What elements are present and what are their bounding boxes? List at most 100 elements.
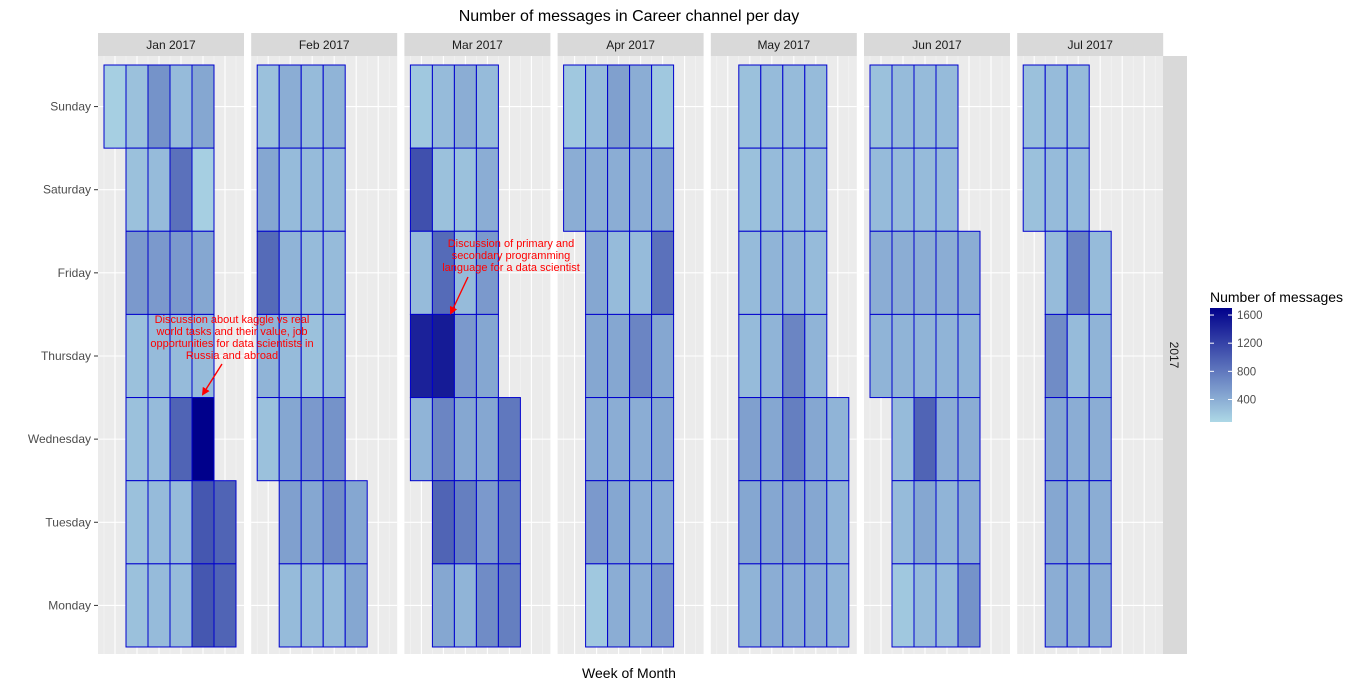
y-tick-label: Wednesday	[28, 432, 91, 446]
heatmap-cell	[475, 397, 499, 482]
heatmap-cell	[607, 480, 631, 565]
heatmap-cell	[475, 563, 499, 648]
heatmap-cell	[1044, 397, 1068, 482]
heatmap-cell	[782, 563, 806, 648]
heatmap-cell	[322, 147, 346, 232]
strip-background	[251, 33, 398, 56]
heatmap-cell	[169, 230, 193, 315]
heatmap-cell	[760, 313, 784, 399]
heatmap-cell	[431, 313, 455, 399]
y-tick-label: Friday	[58, 266, 91, 280]
heatmap-cell	[607, 230, 631, 315]
heatmap-cell	[147, 147, 171, 232]
heatmap-cell	[913, 230, 937, 315]
heatmap-cell	[453, 64, 477, 149]
heatmap-cell	[300, 147, 324, 232]
strip-may-2017: May 2017	[710, 33, 857, 56]
annotation-text: Discussion of primary and	[448, 238, 575, 250]
heatmap-cell	[169, 64, 193, 149]
heatmap-cell	[169, 563, 193, 648]
heatmap-cell	[760, 147, 784, 232]
heatmap-cell	[782, 230, 806, 315]
heatmap-cell	[869, 64, 893, 149]
heatmap-cell	[738, 313, 762, 399]
heatmap-cell	[738, 230, 762, 315]
heatmap-cell	[935, 563, 959, 648]
heatmap-cell	[913, 563, 937, 648]
strip-label: Feb 2017	[299, 38, 350, 52]
heatmap-cell	[629, 480, 653, 565]
heatmap-cell	[453, 480, 477, 565]
heatmap-cell	[891, 563, 915, 648]
heatmap-cell	[125, 563, 149, 648]
heatmap-cell	[1044, 313, 1068, 399]
heatmap-cell	[607, 313, 631, 399]
strip-label: Jun 2017	[912, 38, 962, 52]
strip-background	[98, 33, 244, 56]
heatmap-cell	[278, 230, 302, 315]
annotation-arrow	[449, 276, 469, 315]
heatmap-cell	[453, 147, 477, 232]
heatmap-cell	[869, 313, 893, 399]
heatmap-cell	[475, 64, 499, 149]
y-tick-label: Sunday	[50, 100, 91, 114]
heatmap-cell	[125, 480, 149, 565]
heatmap-cell	[300, 397, 324, 482]
heatmap-cell	[322, 313, 346, 399]
heatmap-cell	[1044, 563, 1068, 648]
heatmap-cell	[651, 313, 675, 399]
heatmap-cell	[760, 480, 784, 565]
heatmap-cell	[585, 313, 609, 399]
heatmap-cell	[629, 64, 653, 149]
annotation-arrow	[201, 363, 223, 396]
heatmap-cell	[804, 64, 828, 149]
strip-background	[710, 33, 857, 56]
heatmap-cell	[957, 397, 981, 482]
heatmap-cell	[760, 397, 784, 482]
heatmap-cell	[1088, 480, 1112, 565]
heatmap-cell	[475, 480, 499, 565]
heatmap-cell	[278, 480, 302, 565]
heatmap-cell	[651, 563, 675, 648]
heatmap-cell	[169, 397, 193, 482]
strip-mar-2017: Mar 2017	[404, 33, 551, 56]
legend-colorbar	[1210, 308, 1232, 422]
heatmap-cell	[475, 147, 499, 232]
heatmap-cell	[409, 397, 433, 482]
heatmap-cell	[497, 563, 521, 648]
heatmap-cell	[957, 230, 981, 315]
annotation-text: opportunities for data scientists in	[150, 338, 313, 350]
heatmap-cell	[1044, 230, 1068, 315]
heatmap-cell	[891, 64, 915, 149]
heatmap-cell	[1044, 480, 1068, 565]
row-strip-label: 2017	[1167, 342, 1181, 369]
annotation-text: secondary programming	[452, 250, 571, 262]
y-tick-label: Saturday	[43, 183, 91, 197]
heatmap-cell	[191, 480, 215, 565]
heatmap-cell	[1066, 64, 1090, 149]
heatmap-cell	[475, 313, 499, 399]
heatmap-cell	[125, 313, 149, 399]
color-legend: Number of messages 400 800 1200 1600	[1210, 289, 1343, 422]
heatmap-cell	[651, 147, 675, 232]
x-axis-label: Week of Month	[582, 665, 676, 681]
annotation-text: Russia and abroad	[186, 350, 278, 362]
heatmap-cell	[278, 64, 302, 149]
heatmap-cell	[585, 397, 609, 482]
heatmap-cell	[1022, 64, 1046, 149]
heatmap-cell	[869, 230, 893, 315]
heatmap-cell	[935, 64, 959, 149]
heatmap-cell	[651, 480, 675, 565]
heatmap-cell	[300, 64, 324, 149]
heatmap-cell	[322, 64, 346, 149]
strip-jun-2017: Jun 2017	[864, 33, 1010, 56]
heatmap-cell	[804, 563, 828, 648]
strip-jul-2017: Jul 2017	[1017, 33, 1164, 56]
heatmap-cell	[1088, 397, 1112, 482]
heatmap-cell	[760, 230, 784, 315]
legend-label: 800	[1237, 366, 1256, 378]
